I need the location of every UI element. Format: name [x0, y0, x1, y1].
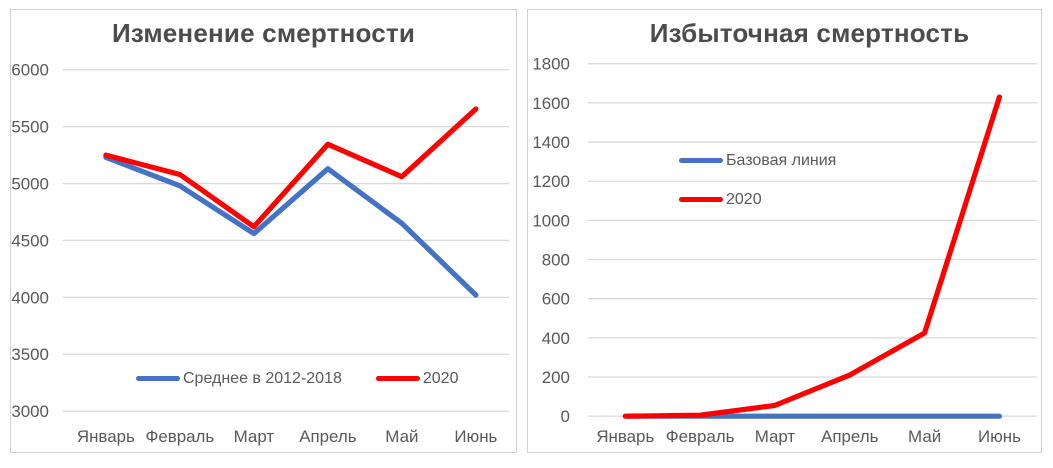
series-line-1: [622, 94, 1003, 419]
legend-line-swatch-red: [375, 376, 420, 381]
x-axis-tick-label: Апрель: [299, 427, 357, 446]
x-axis-tick-label: Январь: [77, 427, 135, 446]
legend-label: Среднее в 2012-2018: [183, 370, 342, 387]
x-axis-tick-label: Май: [908, 427, 941, 446]
x-axis-tick-label: Февраль: [146, 427, 215, 446]
y-axis-tick-label: 1400: [532, 133, 570, 152]
chart-title: Избыточная смертность: [649, 18, 970, 48]
x-axis-tick-label: Февраль: [666, 427, 735, 446]
excess-mortality-plot: 0 200 400 600 800 1000 1200 1400 1600 1800 Январь Ф…: [532, 55, 1037, 446]
legend-label: 2020: [422, 370, 459, 387]
y-axis-tick-label: 4000: [11, 288, 49, 307]
x-axis-tick-label: Июнь: [978, 427, 1021, 446]
chart-panel-mortality-change[interactable]: Изменение смертности 3000 3500 4000 4500 500…: [10, 9, 517, 453]
y-axis-tick-label: 1000: [532, 211, 570, 230]
legend-item-2020: 2020: [375, 369, 459, 388]
x-axis-tick-label: Март: [234, 427, 275, 446]
mortality-change-plot: 3000 3500 4000 4500 5000 5500 6000 Январь Феврал…: [11, 61, 509, 446]
series-line-0: [103, 154, 479, 298]
y-axis-tick-label: 5500: [11, 118, 49, 137]
y-axis-tick-label: 5000: [11, 175, 49, 194]
legend-line-swatch-blue: [136, 376, 180, 381]
chart-panel-excess-mortality[interactable]: Избыточная смертность 0 200 400 600 800 1000 1…: [527, 9, 1042, 453]
legend-label: Базовая линия: [726, 152, 837, 169]
y-axis-tick-label: 1200: [532, 172, 570, 191]
y-axis-tick-label: 1600: [532, 94, 570, 113]
legend-item-baseline: Базовая линия: [679, 151, 836, 170]
legend-item-2020: 2020: [679, 190, 762, 209]
legend-item-average-2012-2018: Среднее в 2012-2018: [136, 369, 342, 388]
chart-legend: Базовая линия 2020: [679, 151, 836, 209]
chart-title: Изменение смертности: [111, 18, 416, 48]
y-axis-tick-label: 4500: [11, 231, 49, 250]
y-axis-tick-label: 3000: [11, 402, 49, 421]
y-axis-tick-label: 200: [542, 368, 570, 387]
chart-legend: Среднее в 2012-2018 2020: [136, 369, 458, 388]
y-axis-tick-label: 600: [542, 290, 570, 309]
legend-line-swatch-red: [679, 197, 723, 202]
x-axis-tick-label: Март: [755, 427, 796, 446]
x-axis-tick-label: Апрель: [821, 427, 879, 446]
y-axis-tick-label: 0: [561, 407, 570, 426]
y-axis-tick-label: 6000: [11, 61, 49, 80]
x-axis-tick-label: Май: [385, 427, 418, 446]
legend-line-swatch-blue: [679, 158, 723, 163]
legend-label: 2020: [726, 191, 762, 208]
x-axis-tick-label: Январь: [596, 427, 654, 446]
y-axis-tick-label: 1800: [532, 55, 570, 74]
y-axis-tick-label: 800: [542, 251, 570, 270]
y-axis-tick-label: 3500: [11, 345, 49, 364]
y-axis-tick-label: 400: [542, 329, 570, 348]
x-axis-tick-label: Июнь: [454, 427, 497, 446]
series-line-1: [103, 106, 479, 230]
